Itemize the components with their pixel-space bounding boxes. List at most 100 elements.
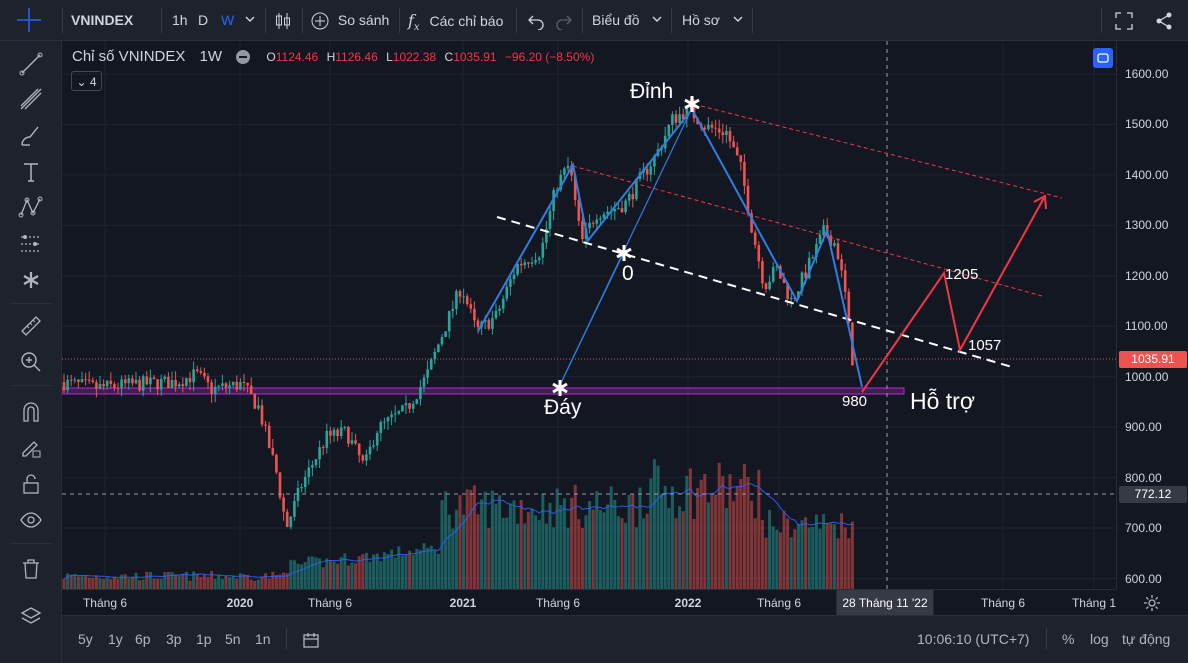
price-chart[interactable]	[62, 41, 1116, 589]
brush-tool[interactable]	[18, 123, 44, 149]
volume-bar	[282, 572, 286, 589]
measure-tool[interactable]	[18, 313, 44, 339]
price-axis[interactable]: 1600.00 1500.00 1400.00 1300.00 1200.00 1100.…	[1116, 41, 1188, 589]
candle-body	[361, 455, 365, 461]
compare-button[interactable]: So sánh	[310, 0, 389, 41]
range-5y[interactable]: 5y	[78, 631, 93, 647]
candle-body	[102, 384, 105, 387]
interval-dropdown[interactable]	[244, 0, 256, 41]
share-button[interactable]	[1154, 0, 1174, 41]
candle-body	[228, 385, 231, 388]
volume-bar	[703, 473, 707, 589]
candle-body	[84, 379, 87, 381]
crosshair-tool[interactable]	[14, 0, 44, 41]
volume-bar	[62, 578, 66, 589]
candle-body	[145, 376, 149, 385]
range-1p[interactable]: 1p	[196, 631, 212, 647]
log-toggle[interactable]: log	[1090, 631, 1109, 647]
candle-body	[159, 379, 163, 390]
symbol-search[interactable]: VNINDEX	[71, 12, 134, 28]
volume-bar	[505, 517, 509, 589]
price-tick-label: 700.00	[1125, 521, 1162, 536]
percent-toggle[interactable]: %	[1062, 631, 1075, 647]
volume-bar	[807, 527, 811, 589]
volume-bar	[840, 513, 844, 589]
pattern-tool[interactable]	[18, 195, 44, 221]
legend-title[interactable]: Chỉ số VNINDEX	[72, 48, 186, 65]
candles-button[interactable]	[273, 0, 293, 41]
candle-body	[717, 128, 721, 133]
candle-body	[98, 384, 102, 389]
icon-tool[interactable]	[18, 267, 44, 293]
range-3p[interactable]: 3p	[166, 631, 182, 647]
object-tree-tool[interactable]	[18, 604, 44, 630]
interval-d[interactable]: D	[198, 12, 209, 28]
candle-body	[735, 147, 739, 156]
fan-line-2	[559, 107, 693, 386]
hide-drawings-tool[interactable]	[18, 507, 44, 533]
time-axis[interactable]: Tháng 6 2020 Tháng 6 2021 Tháng 6 2022 Tháng 6…	[62, 589, 1160, 616]
volume-bar	[760, 519, 764, 589]
goto-date-button[interactable]	[302, 616, 320, 662]
profile-button[interactable]: Hồ sơ	[682, 0, 744, 41]
trend-line-tool[interactable]	[18, 51, 44, 77]
chart-settings-toggle[interactable]	[1093, 48, 1113, 68]
candle-body	[138, 379, 141, 391]
lock-drawings-tool[interactable]	[18, 471, 44, 497]
auto-toggle[interactable]: tự động	[1122, 631, 1171, 647]
prediction-tool[interactable]	[18, 231, 44, 257]
wave-path	[477, 107, 863, 388]
range-6p[interactable]: 6p	[135, 631, 151, 647]
range-5n[interactable]: 5n	[225, 631, 241, 647]
candle-body	[120, 379, 123, 389]
time-tick-label: Tháng 1	[1071, 596, 1117, 610]
candle-body	[462, 296, 465, 298]
clock[interactable]: 10:06:10 (UTC+7)	[917, 631, 1030, 647]
candle-body	[761, 261, 764, 284]
candle-body	[192, 369, 195, 383]
candle-body	[113, 384, 116, 388]
candle-body	[152, 377, 156, 380]
chart-type-button[interactable]: Biểu đồ	[592, 0, 663, 41]
candle-body	[782, 278, 786, 283]
redo-button[interactable]	[555, 0, 573, 41]
candle-body	[116, 387, 120, 389]
volume-bar	[577, 519, 581, 589]
volume-bar	[472, 485, 476, 589]
interval-1h[interactable]: 1h	[172, 12, 188, 28]
candle-body	[721, 132, 725, 136]
zoom-tool[interactable]	[18, 349, 44, 375]
volume-bar	[148, 571, 152, 589]
range-1n[interactable]: 1n	[255, 631, 271, 647]
fullscreen-button[interactable]	[1114, 0, 1134, 41]
candle-body	[210, 382, 213, 394]
volume-bar	[357, 556, 361, 589]
text-tool[interactable]	[18, 159, 44, 185]
candle-body	[599, 218, 602, 220]
high-label: H	[326, 50, 336, 64]
projection-path	[861, 195, 1046, 393]
volume-bar	[742, 463, 746, 589]
support-zone	[62, 387, 905, 395]
axis-settings-button[interactable]	[1142, 593, 1162, 613]
indicators-button[interactable]: fx Các chỉ báo	[408, 0, 503, 41]
fib-tool[interactable]	[18, 86, 44, 112]
volume-bar	[836, 538, 840, 589]
volume-bar	[170, 571, 174, 589]
volume-bar	[195, 573, 199, 589]
magnet-icon	[23, 402, 39, 422]
remove-drawings-tool[interactable]	[18, 556, 44, 582]
candle-body	[419, 387, 422, 400]
indicators-collapse-button[interactable]: ⌄ 4	[71, 71, 102, 91]
candle-body	[289, 516, 293, 528]
volume-bar	[253, 580, 257, 589]
candle-body	[563, 168, 566, 175]
undo-button[interactable]	[527, 0, 545, 41]
range-1y[interactable]: 1y	[108, 631, 123, 647]
legend-hide-button[interactable]	[236, 50, 251, 65]
magnet-tool[interactable]	[18, 399, 44, 425]
volume-bar	[757, 469, 761, 589]
interval-w[interactable]: W	[221, 12, 235, 28]
stay-drawing-tool[interactable]	[18, 435, 44, 461]
time-tick-label: 2021	[449, 596, 477, 610]
